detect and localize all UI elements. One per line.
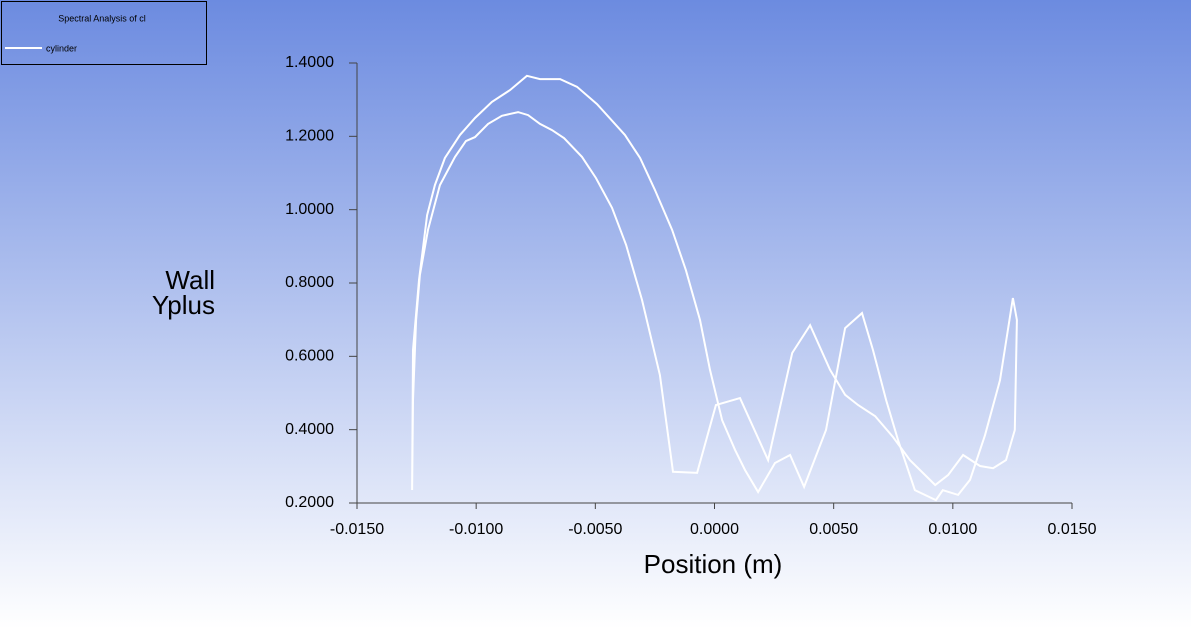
data-line [411, 74, 1018, 502]
x-tick-label: -0.0050 [568, 521, 622, 538]
y-tick-label: 1.0000 [285, 201, 334, 218]
y-tick-label: 0.2000 [285, 494, 334, 511]
y-tick-label: 0.8000 [285, 274, 334, 291]
x-tick-label: -0.0100 [449, 521, 503, 538]
y-tick-label: 0.6000 [285, 348, 334, 365]
x-tick-label: 0.0050 [809, 521, 858, 538]
x-tick-label: 0.0100 [928, 521, 977, 538]
y-axis-label: Wall Yplus [151, 265, 215, 320]
legend-label: cylinder [46, 43, 77, 53]
x-tick-label: -0.0150 [330, 521, 384, 538]
legend-box [1, 1, 207, 65]
y-tick-label: 0.4000 [285, 421, 334, 438]
legend-title: Spectral Analysis of cl [58, 13, 146, 23]
y-tick-label: 1.4000 [285, 54, 334, 71]
x-tick-label: 0.0000 [690, 521, 739, 538]
x-axis-label: Position (m) [644, 549, 783, 579]
x-tick-label: 0.0150 [1048, 521, 1097, 538]
y-tick-label: 1.2000 [285, 128, 334, 145]
